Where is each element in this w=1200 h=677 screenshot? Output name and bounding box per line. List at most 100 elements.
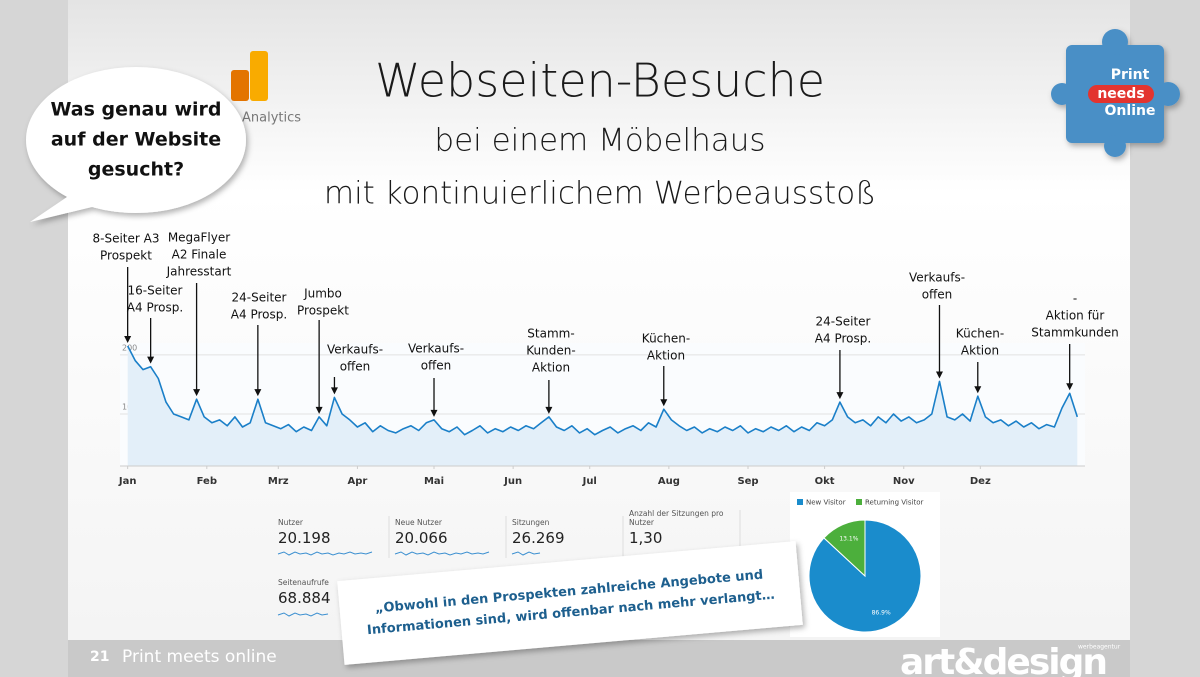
annotation-text: Aktion	[532, 361, 570, 375]
annotation-text: Prospekt	[297, 304, 349, 318]
stat-value: 26.269	[512, 529, 565, 547]
arrow-head	[545, 406, 553, 414]
sparklines	[277, 551, 541, 617]
arrow-head	[147, 356, 155, 364]
stat-label: Nutzer	[278, 518, 303, 527]
annotation-text: Stamm-	[527, 327, 574, 341]
annotation-text: A2 Finale	[172, 248, 227, 262]
area-fill	[127, 346, 1078, 466]
x-tick-label: Feb	[197, 476, 217, 487]
annotation-text: -	[1073, 292, 1077, 306]
stat-box: Neue Nutzer 20.066	[395, 518, 503, 547]
x-tick-label: Okt	[815, 476, 835, 487]
annotation-text: Aktion	[647, 349, 685, 363]
annotation-text: MegaFlyer	[168, 231, 230, 245]
annotation-text: Stammkunden	[1031, 326, 1118, 340]
page-number: 21	[90, 649, 109, 665]
annotation-text: 24-Seiter	[816, 315, 871, 329]
puzzle-knob	[1102, 29, 1128, 55]
annotation-text: Verkaufs-	[408, 342, 464, 356]
speech-bubble	[26, 67, 246, 222]
x-tick-label: Mrz	[268, 476, 289, 487]
annotation-text: 24-Seiter	[232, 291, 287, 305]
sparkline	[277, 612, 329, 617]
stat-value: 1,30	[629, 529, 663, 547]
stat-value: 20.198	[278, 529, 331, 547]
pie-slice	[823, 519, 866, 578]
arrow-head	[660, 399, 668, 407]
footer-bar	[68, 640, 1130, 677]
annotation-text: Verkaufs-	[327, 343, 383, 357]
arrow-head	[430, 409, 438, 417]
legend-label: New Visitor	[806, 499, 846, 507]
x-tick-label: Nov	[893, 476, 915, 487]
stat-box: Nutzer 20.198	[278, 518, 386, 547]
bubble-text: auf der Website	[51, 129, 221, 151]
arrow-head	[193, 389, 201, 397]
bubble-text: Was genau wird	[50, 99, 221, 121]
annotation-text: A4 Prosp.	[231, 308, 287, 322]
logo-bar	[250, 51, 268, 101]
annotation-text: Aktion für	[1046, 309, 1105, 323]
stat-box: Anzahl der Sitzungen pro Nutzer 1,30	[629, 509, 737, 547]
annotation-text: Jumbo	[303, 287, 342, 301]
x-tick-label: Aug	[658, 476, 680, 487]
x-tick-label: Jun	[503, 476, 522, 487]
sparkline	[511, 551, 541, 556]
x-tick-label: Apr	[347, 476, 367, 487]
stat-label: Seitenaufrufe	[278, 578, 329, 587]
y-tick-label: 200	[122, 343, 137, 352]
annotation-text: 8-Seiter A3	[93, 232, 160, 246]
annotation-text: Prospekt	[100, 249, 152, 263]
footer-text: Print meets online	[122, 647, 277, 667]
annotation-text: 16-Seiter	[128, 284, 183, 298]
annotation-text: Aktion	[961, 344, 999, 358]
title: Webseiten-Besuche	[375, 54, 825, 108]
stat-label: Anzahl der Sitzungen pro Nutzer	[629, 509, 724, 527]
annotation-text: Küchen-	[956, 327, 1004, 341]
arrow-head	[836, 392, 844, 400]
x-tick-label: Mai	[424, 476, 444, 487]
quote-card: „Obwohl in den Prospekten zahlreiche Ang…	[337, 541, 803, 665]
logo-text: Analytics	[242, 111, 301, 126]
annotation-text: A4 Prosp.	[127, 301, 183, 315]
legend-label: Returning Visitor	[865, 499, 923, 507]
agency-logo-small: werbeagentur	[1078, 644, 1121, 651]
subtitle: mit kontinuierlichem Werbeausstoß	[324, 176, 876, 212]
stat-label: Neue Nutzer	[395, 518, 442, 527]
annotation-text: offen	[340, 360, 371, 374]
arrow-head	[254, 389, 262, 397]
arrow-head	[974, 386, 982, 394]
stat-label: Sitzungen	[512, 518, 550, 527]
puzzle-knob	[1156, 82, 1180, 106]
legend-swatch	[856, 499, 862, 505]
logo-bar	[231, 70, 249, 101]
x-tick-label: Sep	[737, 476, 758, 487]
badge-text: Online	[1105, 103, 1156, 119]
x-tick-label: Jan	[118, 476, 137, 487]
x-tick-label: Jul	[582, 476, 597, 487]
bubble-body	[26, 67, 246, 213]
sparkline	[394, 551, 490, 556]
arrow-head	[330, 387, 338, 395]
pie-label: 86.9%	[872, 609, 891, 616]
badge-text: Print	[1111, 67, 1150, 83]
puzzle-knob	[1051, 83, 1073, 105]
analytics-logo: Analytics	[231, 51, 301, 126]
pie-label: 13.1%	[839, 536, 858, 543]
sparkline	[277, 551, 373, 556]
arrow-head	[124, 335, 132, 343]
x-tick-label: Dez	[970, 476, 991, 487]
pie-chart: 86.9% 13.1% New Visitor Returning Visitor	[797, 499, 923, 633]
annotation-text: Küchen-	[642, 332, 690, 346]
annotation-text: offen	[922, 288, 953, 302]
badge-band	[1088, 85, 1154, 103]
stat-value: 68.884	[278, 589, 331, 607]
legend-swatch	[797, 499, 803, 505]
arrow-head	[315, 406, 323, 414]
stat-box: Sitzungen 26.269	[512, 518, 620, 547]
line-chart: 100200JanFebMrzAprMaiJunJulAugSepOktNovD…	[93, 231, 1119, 488]
annotation-text: Jahresstart	[166, 265, 232, 279]
